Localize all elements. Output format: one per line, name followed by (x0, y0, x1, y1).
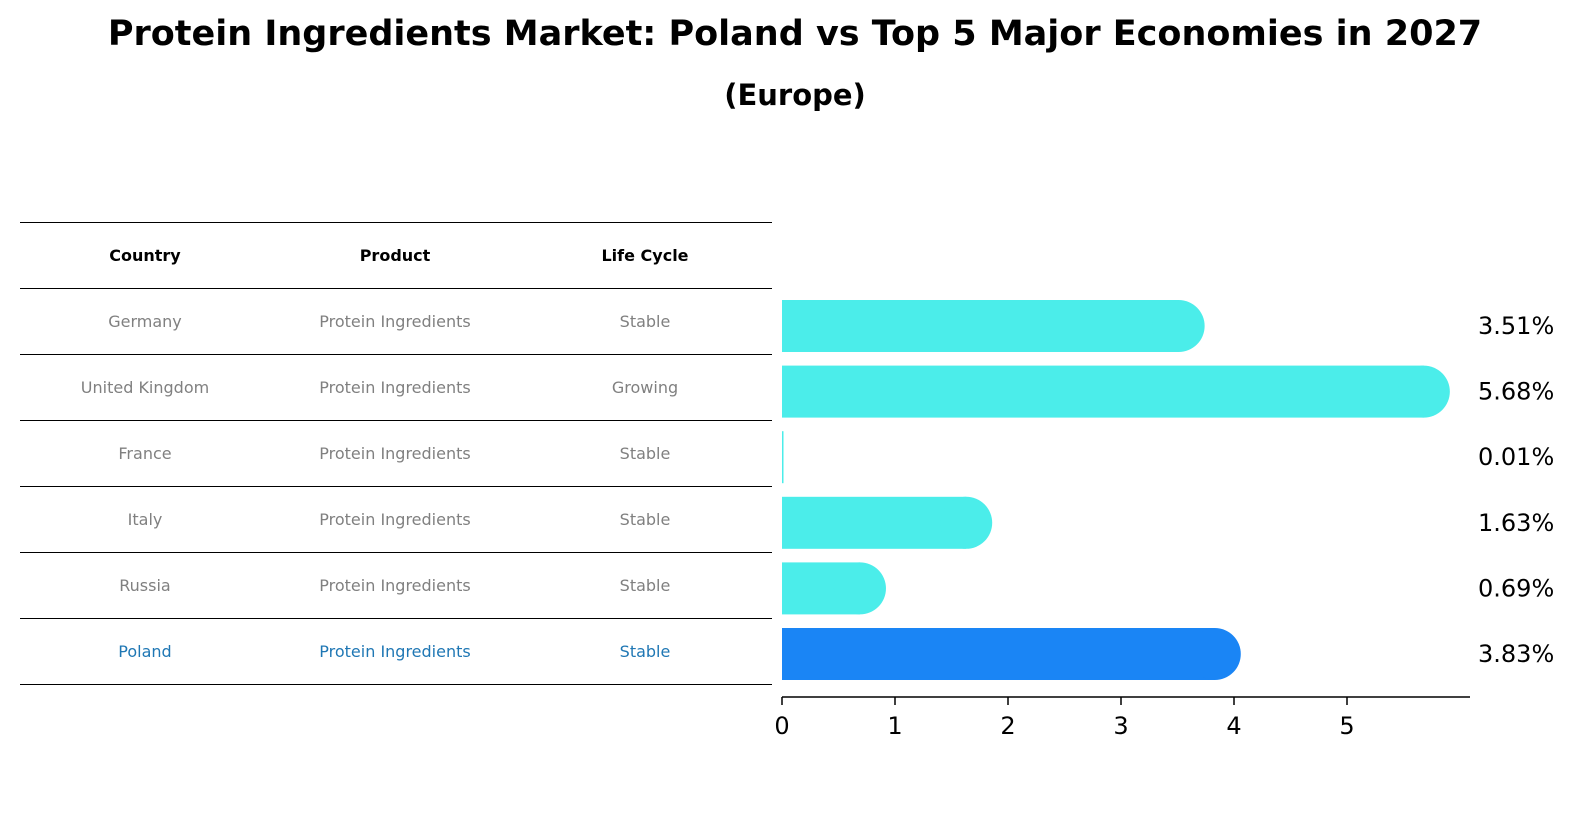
table-row: Russia Protein Ingredients Stable (20, 552, 772, 618)
cell-country: United Kingdom (80, 378, 210, 397)
bar (782, 300, 1205, 352)
cell-country: Germany (108, 312, 182, 331)
cell-life-cycle: Stable (619, 444, 671, 463)
x-tick-label: 3 (1113, 712, 1128, 740)
value-label: 3.51% (1478, 312, 1554, 340)
cell-product: Protein Ingredients (319, 444, 471, 463)
table-row: United Kingdom Protein Ingredients Growi… (20, 354, 772, 420)
header-country: Country (109, 246, 181, 265)
cell-product: Protein Ingredients (319, 510, 471, 529)
cell-product: Protein Ingredients (319, 642, 471, 661)
cell-country: Poland (118, 642, 172, 661)
bar (782, 496, 993, 549)
data-table: Country Product Life Cycle Germany Prote… (20, 222, 772, 685)
bar (782, 431, 784, 484)
header-product: Product (359, 246, 431, 265)
cell-country: Russia (119, 576, 171, 595)
cell-life-cycle: Stable (619, 576, 671, 595)
table-row: France Protein Ingredients Stable (20, 420, 772, 486)
value-label: 0.01% (1478, 443, 1554, 471)
cell-product: Protein Ingredients (319, 378, 471, 397)
header-life-cycle: Life Cycle (601, 246, 689, 265)
value-label: 3.83% (1478, 640, 1554, 668)
cell-life-cycle: Growing (611, 378, 679, 397)
cell-life-cycle: Stable (619, 642, 671, 661)
table-header-row: Country Product Life Cycle (20, 222, 772, 288)
chart-title: Protein Ingredients Market: Poland vs To… (107, 14, 1483, 54)
x-tick-label: 5 (1339, 712, 1354, 740)
x-tick-label: 1 (887, 712, 902, 740)
bar (782, 365, 1450, 418)
value-label: 1.63% (1478, 509, 1554, 537)
chart-subtitle: (Europe) (724, 78, 866, 112)
cell-life-cycle: Stable (619, 510, 671, 529)
value-label: 0.69% (1478, 574, 1554, 602)
bar (782, 628, 1241, 680)
cell-life-cycle: Stable (619, 312, 671, 331)
x-tick-label: 2 (1000, 712, 1015, 740)
table-row-highlight: Poland Protein Ingredients Stable (20, 618, 772, 685)
cell-product: Protein Ingredients (319, 576, 471, 595)
table-row: Italy Protein Ingredients Stable (20, 486, 772, 552)
bar (782, 562, 886, 615)
value-label: 5.68% (1478, 378, 1554, 406)
cell-country: France (118, 444, 172, 463)
x-tick-label: 4 (1226, 712, 1241, 740)
cell-product: Protein Ingredients (319, 312, 471, 331)
cell-country: Italy (127, 510, 163, 529)
x-tick-label: 0 (774, 712, 789, 740)
table-row: Germany Protein Ingredients Stable (20, 288, 772, 354)
